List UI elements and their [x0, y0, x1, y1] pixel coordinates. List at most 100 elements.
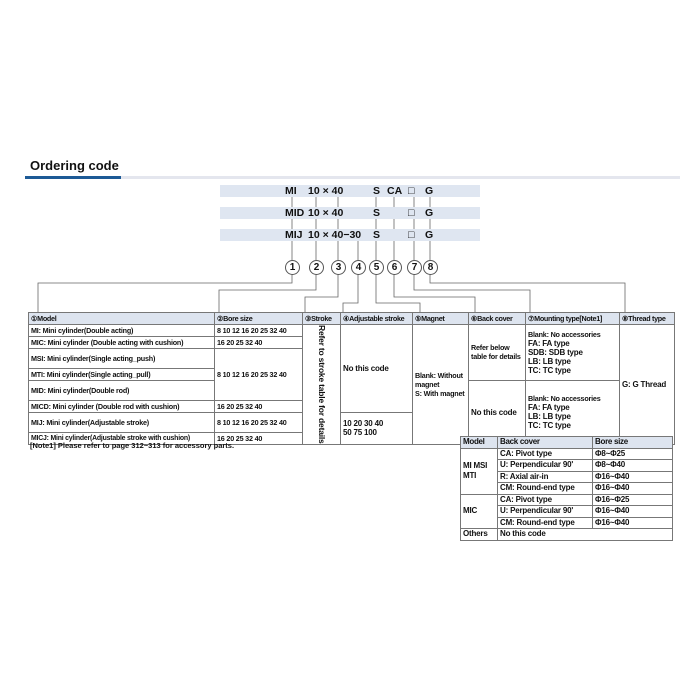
code-thread: G: [425, 229, 434, 241]
page-title: Ordering code: [30, 158, 119, 173]
header-thread: ⑧Thread type: [619, 312, 675, 325]
adjustable-values-2: 50 75 100: [343, 428, 377, 438]
code-circle: 6: [387, 260, 402, 275]
cover-cell: CA: Pivot type: [497, 493, 593, 506]
bore-cell: 8 10 12 16 20 25 32 40: [214, 348, 303, 401]
header-magnet: ⑤Magnet: [412, 312, 469, 325]
table-row: MIC CA: Pivot type Φ16~Φ25: [460, 493, 673, 529]
code-model: MI: [285, 185, 297, 197]
bore-cell: Φ16~Φ40: [592, 482, 673, 495]
code-model: MIJ: [285, 229, 303, 241]
bore-cell: Φ16~Φ40: [592, 516, 673, 529]
code-circle: 7: [407, 260, 422, 275]
model-cell: MIC: Mini cylinder (Double acting with c…: [28, 336, 215, 349]
bore-cell: Φ8~Φ40: [592, 459, 673, 472]
model-group: MI MSI MTI: [460, 447, 498, 495]
bore-cell: Φ8~Φ25: [592, 447, 673, 460]
cover-cell: CM: Round-end type: [497, 482, 593, 495]
model-cell: MTI: Mini cylinder(Single acting_pull): [28, 367, 215, 381]
table-row: MTI: Mini cylinder(Single acting_pull): [28, 367, 675, 381]
code-circle: 5: [369, 260, 384, 275]
table-row: U: Perpendicular 90' Φ16~Φ40: [461, 505, 673, 518]
header-stroke: ③Stroke: [302, 312, 341, 325]
model-cell: MIJ: Mini cylinder(Adjustable stroke): [28, 411, 215, 433]
back-cover-none: No this code: [468, 379, 526, 445]
code-magnet: S: [373, 207, 381, 219]
magnet-s: S: With magnet: [415, 388, 465, 398]
code-size: 10 × 40: [308, 185, 344, 197]
bore-cell: Φ16~Φ40: [592, 470, 673, 483]
magnet-blank: Blank: Without magnet: [415, 370, 463, 389]
mount-item: Blank: No accessories: [528, 394, 601, 404]
back-cover-table: Model Back cover Bore size MI MSI MTI CA:…: [460, 436, 673, 541]
table-row: MI MSI MTI CA: Pivot type Φ8~Φ25: [460, 447, 673, 495]
header-adjustable: ④Adjustable stroke: [340, 312, 413, 325]
cover-cell: R: Axial air-in: [497, 470, 593, 483]
header-bore-size: Bore size: [592, 436, 673, 449]
ordering-table: ①Model ②Bore size ③Stroke ④Adjustable st…: [28, 312, 675, 445]
code-circle: 1: [285, 260, 300, 275]
header-mounting: ⑦Mounting type[Note1]: [525, 312, 620, 325]
adjustable-none: No this code: [340, 324, 413, 413]
bore-cell: Φ16~Φ40: [592, 505, 673, 518]
table-row: CM: Round-end type Φ16~Φ40: [461, 516, 673, 529]
code-mount: □: [408, 229, 415, 241]
code-circle: 8: [423, 260, 438, 275]
cover-cell: U: Perpendicular 90': [497, 459, 593, 472]
code-size: 10 × 40: [308, 207, 344, 219]
mounting-b: Blank: No accessories FA: FA type LB: LB…: [525, 379, 620, 445]
bore-cell: 8 10 12 16 20 25 32 40: [214, 411, 303, 433]
magnet-cell: Blank: Without magnet S: With magnet: [412, 324, 469, 445]
mount-item: SDB: SDB type: [528, 347, 583, 357]
mount-item: TC: TC type: [528, 421, 571, 431]
mounting-a: Blank: No accessories FA: FA type SDB: S…: [525, 324, 620, 381]
bore-cell: 8 10 12 16 20 25 32 40: [214, 324, 303, 337]
cover-cell: U: Perpendicular 90': [497, 505, 593, 518]
code-magnet: S: [373, 185, 381, 197]
adjustable-values: 10 20 30 40 50 75 100: [340, 411, 413, 445]
mount-item: LB: LB type: [528, 356, 571, 366]
table-row: MICJ: Mini cylinder(Adjustable stroke wi…: [28, 431, 675, 445]
cover-cell: CA: Pivot type: [497, 447, 593, 460]
table-row: MIJ: Mini cylinder(Adjustable stroke) 8 …: [28, 411, 675, 445]
code-size: 10 × 40−30: [308, 229, 362, 241]
bore-cell: 16 20 25 32 40: [214, 399, 303, 413]
table-row: MIC: Mini cylinder (Double acting with c…: [28, 336, 675, 349]
table-header-row: Model Back cover Bore size: [460, 436, 673, 449]
header-model: ①Model: [28, 312, 215, 325]
code-band: [220, 207, 480, 219]
mount-item: TC: TC type: [528, 365, 571, 375]
code-band: [220, 229, 480, 241]
code-mount: □: [408, 207, 415, 219]
code-mount: □: [408, 185, 415, 197]
model-cell: MI: Mini cylinder(Double acting): [28, 324, 215, 337]
model-group: Others: [460, 528, 498, 541]
table-row: MICD: Mini cylinder (Double rod with cus…: [28, 399, 675, 413]
mount-item: FA: FA type: [528, 338, 570, 348]
thread-cell: G: G Thread: [619, 324, 675, 445]
table-row: R: Axial air-in Φ16~Φ40: [461, 470, 673, 483]
bore-cell: 16 20 25 32 40: [214, 431, 303, 445]
note-text: [Note1] Please refer to page 312~313 for…: [30, 441, 235, 450]
title-divider: [25, 176, 680, 179]
table-row: CM: Round-end type Φ16~Φ40: [461, 482, 673, 495]
code-cover: CA: [387, 185, 403, 197]
cover-cell: CM: Round-end type: [497, 516, 593, 529]
adjustable-values-1: 10 20 30 40: [343, 419, 384, 429]
header-back-cover: ⑥Back cover: [468, 312, 526, 325]
code-thread: G: [425, 207, 434, 219]
bore-cell: 16 20 25 32 40: [214, 336, 303, 349]
table-row: MSI: Mini cylinder(Single acting_push) 8…: [28, 348, 675, 401]
table-header-row: ①Model ②Bore size ③Stroke ④Adjustable st…: [28, 312, 675, 325]
cover-cell: No this code: [497, 528, 673, 541]
header-bore: ②Bore size: [214, 312, 303, 325]
mount-item: LB: LB type: [528, 412, 571, 422]
table-row: MI: Mini cylinder(Double acting) 8 10 12…: [28, 324, 675, 445]
back-cover-refer: Refer below table for details: [468, 324, 526, 381]
code-circle: 4: [351, 260, 366, 275]
code-circle: 3: [331, 260, 346, 275]
model-cell: MICD: Mini cylinder (Double rod with cus…: [28, 399, 215, 413]
code-magnet: S: [373, 229, 381, 241]
header-back-cover: Back cover: [497, 436, 593, 449]
